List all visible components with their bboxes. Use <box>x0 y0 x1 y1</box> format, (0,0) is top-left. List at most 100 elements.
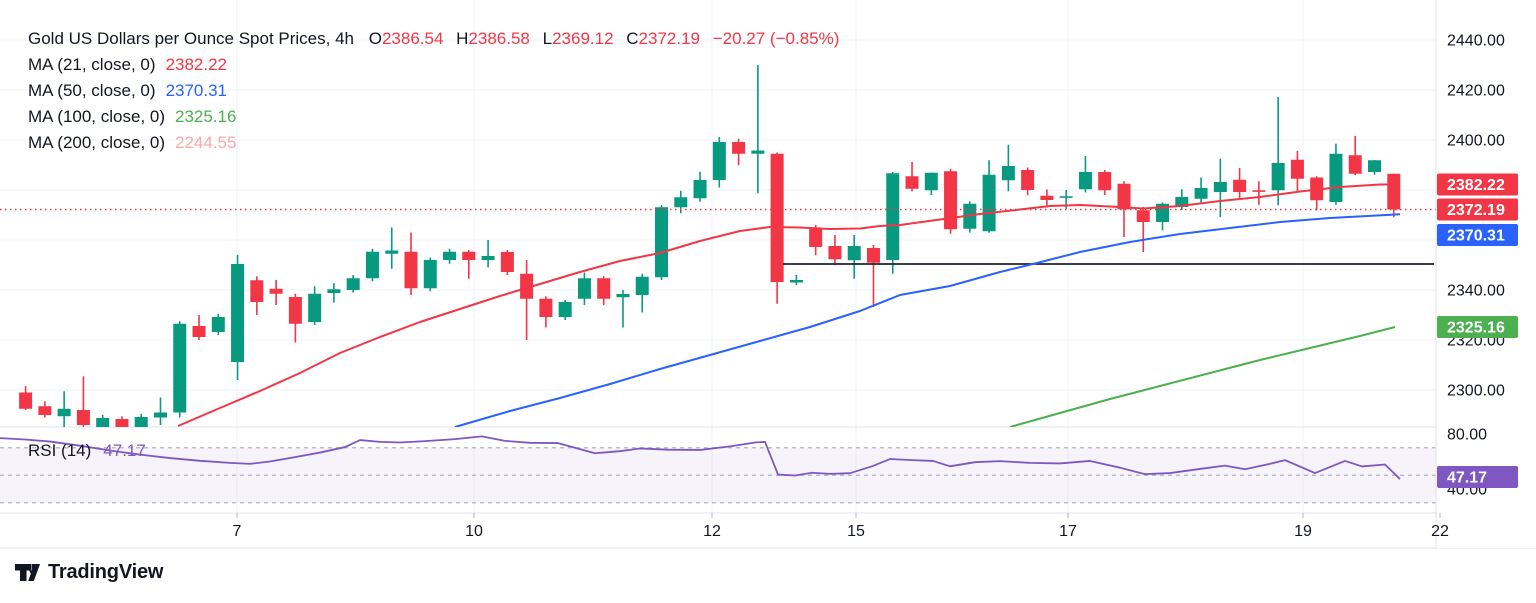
chart-legend: Gold US Dollars per Ounce Spot Prices, 4… <box>28 26 839 156</box>
price-badge <box>1437 224 1518 246</box>
candle-body <box>269 288 283 294</box>
price-badge-label: 2372.19 <box>1447 202 1505 219</box>
candle-body <box>211 317 225 332</box>
change-value: −20.27 (−0.85%) <box>712 29 840 48</box>
candle-body <box>1290 159 1304 179</box>
candlestick-series <box>19 65 1401 427</box>
candle-body <box>57 408 71 417</box>
ma50-value: 2370.31 <box>165 81 228 100</box>
candle-body <box>693 180 707 199</box>
time-label: 19 <box>1294 523 1312 540</box>
ohlc-open: O2386.54 <box>368 29 444 48</box>
candle-body <box>1175 197 1189 207</box>
candle-body <box>1233 179 1247 192</box>
candle-body <box>115 419 129 427</box>
candle-body <box>635 276 649 295</box>
candle-body <box>1059 196 1073 198</box>
ohlc-high: H2386.58 <box>456 29 530 48</box>
ohlc-close: C2372.19 <box>626 29 700 48</box>
ma50-legend-row[interactable]: MA (50, close, 0) 2370.31 <box>28 81 228 100</box>
ma21-line <box>177 183 1400 427</box>
candle-body <box>500 252 514 272</box>
candle-body <box>770 153 784 282</box>
price-badge <box>1437 466 1518 488</box>
candle-body <box>231 264 245 362</box>
candle-body <box>1040 195 1054 200</box>
candle-body <box>250 280 264 302</box>
candle-body <box>1252 190 1266 192</box>
axis-label: 2400.00 <box>1447 133 1505 150</box>
candle-body <box>655 207 669 278</box>
candle-body <box>944 171 958 230</box>
candle-body <box>1387 173 1401 210</box>
candle-body <box>712 142 726 180</box>
candle-body <box>96 418 110 427</box>
ma200-value: 2244.55 <box>175 133 237 152</box>
candle-body <box>1368 160 1381 172</box>
axis-label: 2340.00 <box>1447 283 1505 300</box>
candle-body <box>423 260 437 289</box>
candle-body <box>1001 166 1015 181</box>
price-badge-label: 47.17 <box>1447 470 1487 487</box>
candle-body <box>809 228 823 247</box>
candle-body <box>1021 170 1035 190</box>
price-badge <box>1437 316 1518 338</box>
tradingview-logo[interactable]: TradingView <box>14 561 163 584</box>
tradingview-wordmark: TradingView <box>48 561 164 583</box>
candle-body <box>1098 172 1112 191</box>
candle-body <box>982 174 996 232</box>
candle-body <box>153 412 167 418</box>
time-axis[interactable]: 7 10 12 15 17 19 22 <box>233 513 1449 540</box>
price-badge <box>1437 173 1518 196</box>
ma21-legend-row[interactable]: MA (21, close, 0) 2382.22 <box>28 55 228 74</box>
price-badge <box>1437 198 1518 221</box>
candle-body <box>1117 183 1131 210</box>
time-label: 17 <box>1059 523 1077 540</box>
candle-body <box>76 410 90 425</box>
ma21-value: 2382.22 <box>165 55 228 74</box>
candle-body <box>1213 182 1227 192</box>
price-axis[interactable]: 2440.002420.002400.002340.002320.002300.… <box>1437 33 1518 499</box>
candle-body <box>1329 153 1343 202</box>
ma100-legend-row[interactable]: MA (100, close, 0) 2325.16 <box>28 107 237 126</box>
ma200-legend-row[interactable]: MA (200, close, 0) 2244.55 <box>28 133 237 152</box>
rsi-legend-row[interactable]: RSI (14) 47.17 <box>28 441 146 461</box>
candle-body <box>847 246 861 261</box>
candle-body <box>924 172 938 191</box>
candle-body <box>443 251 457 260</box>
candle-body <box>597 278 611 299</box>
candle-body <box>539 298 553 317</box>
candle-body <box>134 417 148 427</box>
ohlc-low: L2369.12 <box>542 29 614 48</box>
time-label: 15 <box>847 523 865 540</box>
candle-body <box>674 197 688 208</box>
candle-body <box>520 273 534 299</box>
candle-body <box>346 278 360 290</box>
symbol-title: Gold US Dollars per Ounce Spot Prices, 4… <box>28 29 354 48</box>
rsi-label: RSI (14) <box>28 441 92 460</box>
price-badge-label: 2382.22 <box>1447 177 1505 194</box>
time-label: 10 <box>465 523 483 540</box>
candle-body <box>38 406 52 415</box>
axis-label: 80.00 <box>1447 427 1487 444</box>
candle-body <box>1078 172 1092 190</box>
candle-body <box>1348 155 1362 174</box>
axis-label: 2300.00 <box>1447 383 1505 400</box>
candle-body <box>308 293 322 322</box>
axis-label: 2420.00 <box>1447 83 1505 100</box>
candle-body <box>577 278 591 299</box>
rsi-value: 47.17 <box>103 441 146 460</box>
candle-body <box>288 297 302 324</box>
candle-body <box>905 176 919 189</box>
ma50-line <box>454 213 1401 427</box>
candle-body <box>1194 188 1208 199</box>
moving-averages <box>177 183 1401 427</box>
rsi-line <box>0 435 1401 480</box>
candle-body <box>886 173 900 260</box>
candle-body <box>173 323 187 413</box>
candle-body <box>19 392 33 409</box>
symbol-legend-row[interactable]: Gold US Dollars per Ounce Spot Prices, 4… <box>28 26 839 52</box>
candle-body <box>866 248 880 263</box>
